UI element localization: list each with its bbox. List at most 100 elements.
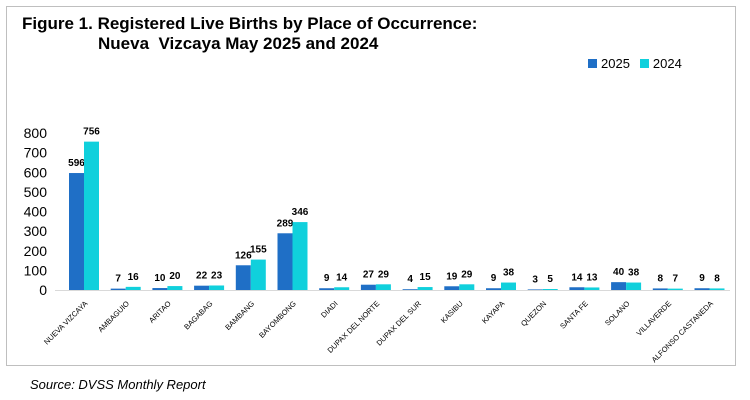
data-label-2024: 29 bbox=[378, 269, 390, 280]
data-label-2025: 27 bbox=[363, 270, 375, 281]
data-label-2025: 596 bbox=[68, 158, 85, 169]
x-tick-label: QUEZON bbox=[519, 299, 548, 328]
y-tick-label: 600 bbox=[24, 164, 48, 180]
x-tick-label: VILLAVERDE bbox=[635, 299, 674, 338]
data-label-2024: 13 bbox=[586, 272, 598, 283]
bar-2025 bbox=[360, 284, 376, 290]
x-tick-label: AMBAGUIO bbox=[96, 299, 131, 334]
x-tick-label: KAYAPA bbox=[480, 299, 506, 325]
bar-2025 bbox=[527, 289, 543, 290]
bar-2025 bbox=[152, 288, 168, 290]
bar-2024 bbox=[709, 288, 725, 290]
chart-frame bbox=[6, 6, 736, 366]
bar-2025 bbox=[444, 286, 460, 290]
data-label-2024: 8 bbox=[714, 273, 720, 284]
bar-2024 bbox=[84, 141, 99, 290]
bar-2024 bbox=[667, 288, 683, 290]
x-tick-label: NUEVA VIZCAYA bbox=[42, 299, 89, 346]
y-tick-label: 0 bbox=[39, 282, 47, 298]
legend-item-2025: 2025 bbox=[588, 56, 630, 71]
x-tick-label: ARITAO bbox=[147, 299, 173, 325]
bar-2024 bbox=[375, 284, 391, 290]
data-label-2025: 10 bbox=[154, 273, 166, 284]
legend-item-2024: 2024 bbox=[639, 56, 682, 71]
bar-2024 bbox=[584, 287, 600, 290]
bar-2024 bbox=[626, 282, 642, 290]
data-label-2025: 19 bbox=[446, 271, 458, 282]
bar-2024 bbox=[459, 284, 475, 290]
data-label-2025: 7 bbox=[115, 274, 121, 285]
bar-2024 bbox=[167, 286, 183, 290]
bar-2024 bbox=[501, 282, 516, 290]
bar-2024 bbox=[250, 259, 266, 290]
bar-2024 bbox=[417, 287, 433, 290]
data-label-2024: 756 bbox=[83, 127, 100, 138]
x-tick-label: DUPAX DEL SUR bbox=[375, 299, 424, 348]
chart-title: Figure 1. Registered Live Births by Plac… bbox=[22, 14, 477, 54]
data-label-2025: 9 bbox=[699, 273, 705, 284]
x-tick-label: SANTA FE bbox=[558, 299, 590, 331]
bar-2024 bbox=[209, 285, 225, 290]
data-label-2024: 7 bbox=[673, 274, 679, 285]
bar-2025 bbox=[652, 288, 668, 290]
bar-2025 bbox=[319, 288, 335, 290]
data-label-2024: 15 bbox=[420, 272, 432, 283]
bar-2025 bbox=[486, 288, 501, 290]
data-label-2025: 289 bbox=[277, 218, 294, 229]
title-line-2: Nueva Vizcaya May 2025 and 2024 bbox=[98, 34, 379, 53]
data-label-2025: 126 bbox=[235, 250, 252, 261]
bar-2025 bbox=[694, 288, 710, 290]
y-tick-label: 100 bbox=[24, 262, 48, 278]
data-label-2024: 155 bbox=[250, 245, 267, 256]
y-tick-label: 400 bbox=[24, 204, 48, 220]
bar-2024 bbox=[542, 289, 558, 290]
data-label-2024: 29 bbox=[461, 269, 473, 280]
bar-2025 bbox=[69, 173, 84, 290]
data-label-2025: 22 bbox=[196, 271, 208, 282]
data-label-2024: 38 bbox=[503, 268, 515, 279]
data-label-2024: 16 bbox=[128, 272, 140, 283]
y-tick-label: 700 bbox=[24, 145, 48, 161]
bar-2025 bbox=[110, 288, 126, 290]
legend-label-2024: 2024 bbox=[652, 56, 682, 71]
bar-2024 bbox=[125, 286, 141, 290]
bar-2024 bbox=[292, 222, 308, 290]
x-tick-label: BAYOMBONG bbox=[257, 299, 298, 340]
data-label-2025: 3 bbox=[532, 274, 538, 285]
legend-swatch-2025 bbox=[588, 59, 597, 68]
legend-swatch-2024 bbox=[639, 59, 649, 68]
data-label-2025: 8 bbox=[658, 273, 664, 284]
legend: 2025 2024 bbox=[588, 56, 692, 71]
bar-2025 bbox=[235, 265, 251, 290]
data-label-2024: 5 bbox=[547, 274, 553, 285]
data-label-2024: 14 bbox=[336, 272, 348, 283]
x-tick-label: BAGABAG bbox=[182, 299, 214, 331]
y-tick-label: 800 bbox=[24, 125, 48, 141]
data-label-2025: 40 bbox=[613, 267, 625, 278]
y-tick-label: 300 bbox=[24, 223, 48, 239]
y-tick-label: 500 bbox=[24, 184, 48, 200]
data-label-2025: 4 bbox=[407, 274, 413, 285]
bar-2025 bbox=[402, 289, 418, 290]
x-tick-label: SOLANO bbox=[603, 299, 632, 328]
data-label-2024: 20 bbox=[169, 271, 181, 282]
data-label-2025: 9 bbox=[491, 273, 497, 284]
bar-2025 bbox=[569, 287, 585, 290]
data-label-2024: 346 bbox=[292, 207, 309, 218]
x-tick-label: DIADI bbox=[319, 299, 340, 320]
bar-2025 bbox=[277, 233, 293, 290]
data-label-2025: 14 bbox=[571, 272, 583, 283]
source-note: Source: DVSS Monthly Report bbox=[30, 377, 206, 392]
bar-2025 bbox=[611, 282, 627, 290]
x-tick-label: KASIBU bbox=[439, 299, 465, 325]
data-label-2024: 38 bbox=[628, 268, 640, 279]
bar-2024 bbox=[334, 287, 350, 290]
bar-2025 bbox=[194, 285, 210, 290]
data-label-2024: 23 bbox=[211, 270, 223, 281]
data-label-2025: 9 bbox=[324, 273, 330, 284]
legend-label-2025: 2025 bbox=[601, 56, 630, 71]
y-tick-label: 200 bbox=[24, 243, 48, 259]
title-line-1: Figure 1. Registered Live Births by Plac… bbox=[22, 14, 478, 33]
x-tick-label: BAMBANG bbox=[223, 299, 256, 332]
